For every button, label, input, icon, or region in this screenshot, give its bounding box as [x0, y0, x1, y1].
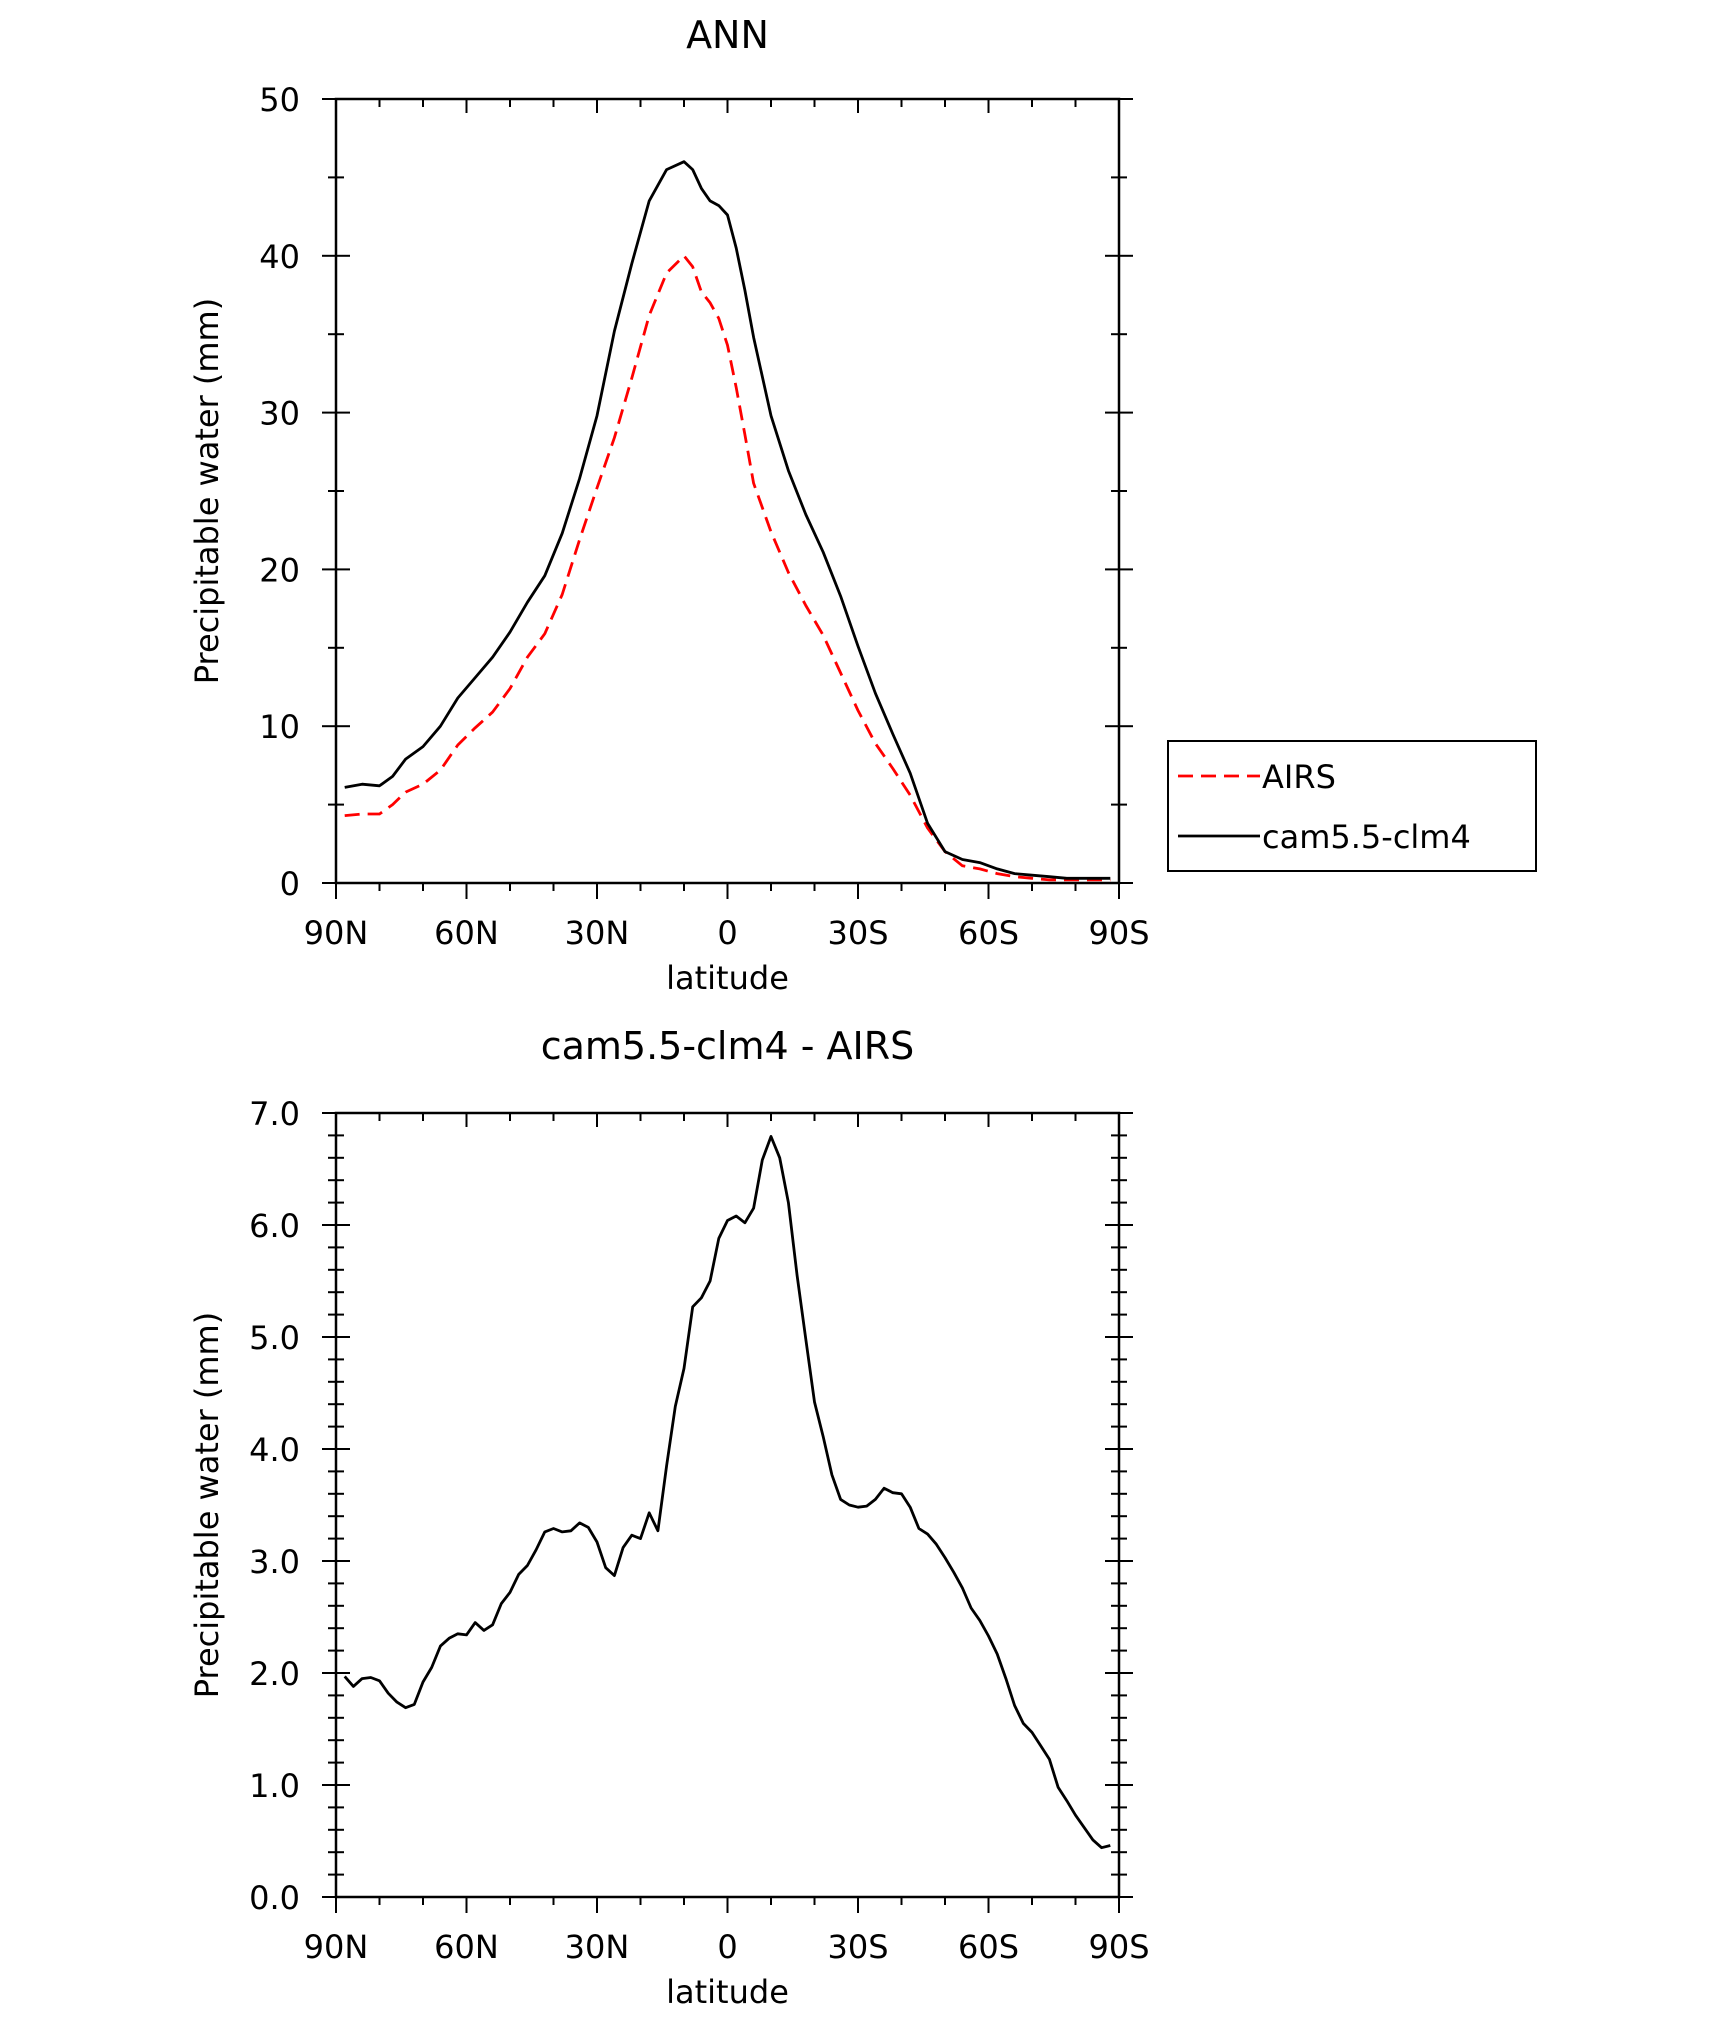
x-tick-label: 60S	[958, 1928, 1019, 1966]
legend-label-2: cam5.5-clm4	[1262, 818, 1471, 856]
chart-title: ANN	[686, 13, 769, 57]
y-tick-label: 4.0	[249, 1431, 300, 1469]
plot-frame	[334, 1111, 1121, 1899]
y-tick-label: 40	[259, 238, 300, 276]
x-tick-label: 30S	[827, 914, 888, 952]
y-tick-label: 10	[259, 708, 300, 746]
x-axis-label: latitude	[666, 959, 789, 997]
chart-title: cam5.5-clm4 - AIRS	[541, 1024, 915, 1068]
series-line-2	[344, 160, 1111, 880]
y-tick-label: 2.0	[249, 1655, 300, 1693]
x-tick-label: 60N	[434, 914, 499, 952]
x-tick-label: 60S	[958, 914, 1019, 952]
y-tick-label: 7.0	[249, 1095, 300, 1133]
chart-panel-1: 90N 60N 30N 0 30S 60S 90S 0 10 20 30 40 50 latitude Pr…	[188, 13, 1537, 997]
y-tick-label: 1.0	[249, 1767, 300, 1805]
x-tick-label: 60N	[434, 1928, 499, 1966]
y-axis-label: Precipitable water (mm)	[188, 298, 226, 684]
y-tick-label: 5.0	[249, 1319, 300, 1357]
y-tick-label: 30	[259, 395, 300, 433]
x-axis-label: latitude	[666, 1973, 789, 2011]
x-tick-label: 90S	[1088, 914, 1149, 952]
y-tick-label: 0	[280, 865, 300, 903]
x-tick-label: 0	[717, 1928, 737, 1966]
y-axis-label: Precipitable water (mm)	[188, 1312, 226, 1698]
legend: AIRS cam5.5-clm4	[1167, 740, 1537, 872]
y-tick-label: 50	[259, 81, 300, 119]
x-tick-label: 30N	[565, 914, 630, 952]
x-tick-label: 90N	[304, 1928, 369, 1966]
x-tick-label: 90N	[304, 914, 369, 952]
y-tick-label: 3.0	[249, 1543, 300, 1581]
y-tick-label: 6.0	[249, 1207, 300, 1245]
chart-panel-2: 90N 60N 30N 0 30S 60S 90S 0.0 1.0 2.0 3.0 4.0 5.0 6.0…	[188, 1024, 1150, 2011]
y-tick-label: 0.0	[249, 1879, 300, 1917]
series-line-1	[344, 254, 1111, 882]
x-tick-label: 30S	[827, 1928, 888, 1966]
x-tick-label: 90S	[1088, 1928, 1149, 1966]
legend-label-1: AIRS	[1262, 758, 1336, 796]
x-tick-label: 0	[717, 914, 737, 952]
legend-box	[1167, 740, 1537, 872]
series-line-1	[343, 1135, 1111, 1850]
x-tick-label: 30N	[565, 1928, 630, 1966]
y-tick-label: 20	[259, 551, 300, 589]
